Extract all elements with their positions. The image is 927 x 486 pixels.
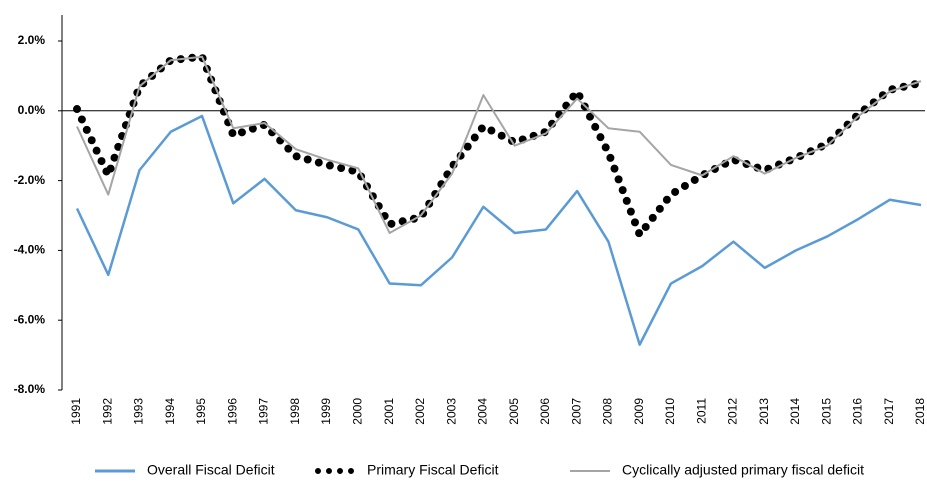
y-tick-label: -8.0% [14,382,46,396]
series-line [76,55,922,234]
x-tick-label: 1992 [100,398,114,425]
x-tick-label: 1995 [194,398,208,425]
x-tick-label: 2017 [882,398,896,425]
x-tick-label: 2016 [851,398,865,425]
y-tick-label: 0.0% [18,103,46,117]
x-tick-label: 2001 [382,398,396,425]
x-tick-label: 2018 [913,398,927,425]
x-tick-label: 2013 [757,398,771,425]
x-tick-label: 2007 [569,398,583,425]
x-tick-label: 1999 [319,398,333,425]
x-tick-label: 2014 [788,398,802,425]
x-tick-label: 2000 [351,398,365,425]
legend-label: Primary Fiscal Deficit [367,462,499,478]
y-tick-label: -6.0% [14,312,46,326]
x-tick-label: 2008 [601,398,615,425]
legend-item: Primary Fiscal Deficit [315,462,499,478]
x-tick-label: 2003 [444,398,458,425]
x-tick-label: 2010 [663,398,677,425]
series-line [73,52,925,243]
legend-label: Cyclically adjusted primary fiscal defic… [622,462,864,478]
legend-item: Overall Fiscal Deficit [95,462,275,478]
y-tick-label: -4.0% [14,243,46,257]
x-tick-label: 1994 [163,398,177,425]
x-tick-label: 2012 [726,398,740,425]
series-line [75,114,922,346]
x-tick-label: 1998 [288,398,302,425]
x-tick-label: 2005 [507,398,521,425]
x-tick-label: 2002 [413,398,427,425]
x-tick-label: 2015 [819,398,833,425]
x-tick-label: 2006 [538,398,552,425]
x-tick-label: 2004 [476,398,490,425]
x-tick-label: 1996 [225,398,239,425]
x-tick-label: 1991 [69,398,83,425]
x-tick-label: 1997 [257,398,271,425]
x-tick-label: 2011 [694,398,708,424]
legend-label: Overall Fiscal Deficit [147,462,275,478]
x-tick-label: 2009 [632,398,646,425]
x-tick-label: 1993 [132,398,146,425]
y-tick-label: -2.0% [14,173,46,187]
y-tick-label: 2.0% [18,33,46,47]
legend-item: Cyclically adjusted primary fiscal defic… [570,462,864,478]
